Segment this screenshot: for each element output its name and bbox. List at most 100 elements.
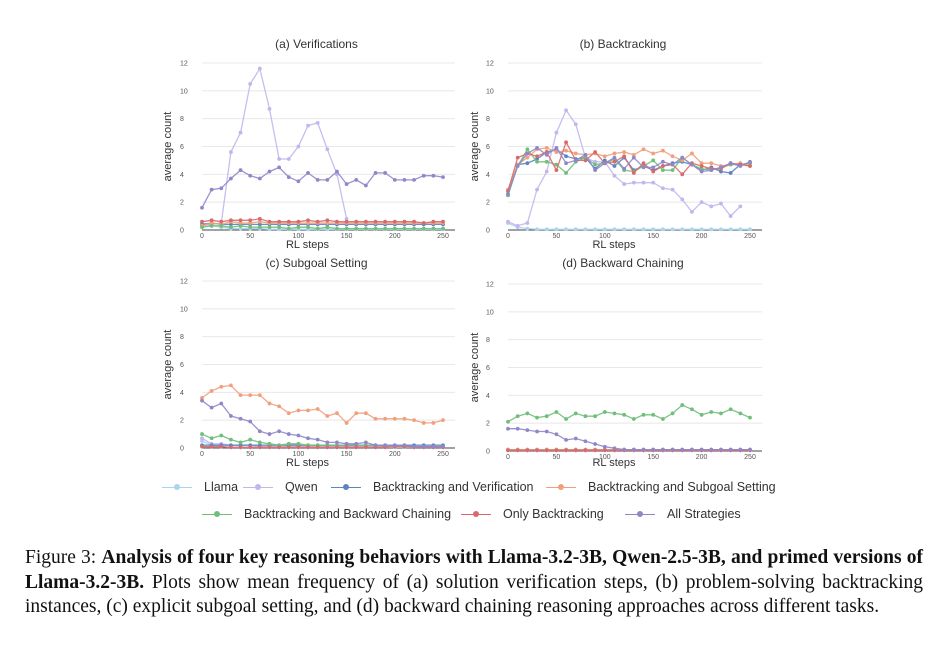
panel-2-data-point-all-strategies: [670, 162, 675, 167]
panel-2-ytick-label: 2: [486, 200, 490, 207]
figure-caption: Figure 3: Analysis of four key reasoning…: [25, 546, 923, 620]
caption-bold-text: Analysis of four key reasoning behaviors…: [25, 547, 923, 593]
panel-4-ytick-label: 6: [486, 365, 490, 372]
panel-2-data-point-only-backtracking: [554, 168, 559, 173]
panel-1-data-point-all-strategies: [373, 171, 378, 175]
panel-1-data-point-backtracking-and-backward-chaining: [383, 226, 388, 231]
panel-1-data-point-all-strategies: [392, 178, 397, 182]
panel-1-data-point-all-strategies: [325, 178, 330, 182]
panel-4-xtick-label: 50: [553, 454, 561, 461]
panel-2-series-line-backtracking-and-verification: [507, 148, 751, 196]
panel-2-data-point-all-strategies: [699, 169, 704, 174]
panel-3-data-point-backtracking-and-backward-chaining: [200, 432, 204, 436]
panel-2-data-point-all-strategies: [622, 166, 627, 171]
panel-2-data-point-all-strategies: [544, 152, 549, 157]
panel-2-data-point-all-strategies: [515, 164, 520, 168]
panel-1-data-point-only-backtracking: [277, 219, 282, 224]
panel-2-data-point-qwen: [651, 180, 656, 185]
panel-1-data-point-only-backtracking: [229, 218, 233, 223]
panel-1-data-point-qwen: [229, 150, 233, 154]
panel-3-data-point-all-strategies: [373, 443, 378, 448]
panel-4-data-point-backtracking-and-backward-chaining: [719, 411, 723, 416]
panel-4-data-point-all-strategies: [612, 446, 617, 451]
panel-2-data-point-qwen: [728, 214, 733, 218]
panel-1-data-point-all-strategies: [344, 182, 349, 186]
panel-1-data-point-qwen: [277, 157, 282, 161]
panel-4-data-point-backtracking-and-backward-chaining: [748, 415, 752, 420]
panel-4-data-point-only-backtracking: [573, 448, 578, 453]
panel-3-data-point-backtracking-and-subgoal-setting: [238, 393, 243, 398]
legend-item-only-backtracking: Only Backtracking: [461, 507, 604, 521]
panel-3-data-point-only-backtracking: [286, 445, 291, 450]
panel-1-data-point-all-strategies: [277, 165, 282, 170]
panel-2-data-point-backtracking-and-subgoal-setting: [564, 148, 568, 153]
panel-4-xtick-label: 200: [696, 454, 708, 461]
panel-1-data-point-backtracking-and-backward-chaining: [315, 226, 320, 231]
panel-4-data-point-only-backtracking: [602, 448, 607, 453]
panel-4-data-point-only-backtracking: [515, 448, 520, 453]
panel-1-data-point-backtracking-and-subgoal-setting: [257, 219, 262, 224]
panel-2-ytick-label: 4: [486, 172, 490, 179]
panel-3-data-point-all-strategies: [219, 401, 224, 406]
panel-1-data-point-llama: [238, 226, 243, 231]
legend-item-backtracking-subgoal: Backtracking and Subgoal Setting: [546, 480, 776, 494]
panel-3-data-point-backtracking-and-subgoal-setting: [200, 396, 204, 400]
panel-2-data-point-backtracking-and-subgoal-setting: [554, 150, 559, 154]
panel-4-data-point-all-strategies: [554, 432, 559, 437]
legend-swatch-llama: [162, 481, 192, 493]
panel-2-data-point-llama: [680, 227, 685, 232]
panel-4-data-point-backtracking-and-backward-chaining: [738, 411, 743, 416]
panel-3-data-point-backtracking-and-subgoal-setting: [315, 407, 320, 411]
panel-3-data-point-all-strategies: [335, 440, 339, 445]
panel-2-data-point-only-backtracking: [622, 154, 627, 159]
panel-2-data-point-qwen: [641, 180, 646, 185]
panel-3-title: (c) Subgoal Setting: [265, 256, 367, 270]
panel-3-data-point-only-backtracking: [344, 445, 349, 450]
panel-1-data-point-all-strategies: [421, 173, 426, 178]
panel-3-series-line-all-strategies: [201, 400, 443, 448]
panel-1-data-point-only-backtracking: [344, 219, 349, 224]
legend-item-qwen: Qwen: [243, 480, 318, 494]
panel-2-data-point-qwen: [564, 108, 568, 113]
panel-2-data-point-backtracking-and-verification: [612, 164, 617, 168]
panel-1-data-point-only-backtracking: [325, 218, 330, 223]
panel-2-data-point-backtracking-and-subgoal-setting: [641, 147, 646, 152]
panel-2-data-point-backtracking-and-subgoal-setting: [660, 148, 665, 153]
panel-3-data-point-all-strategies: [441, 444, 445, 449]
panel-2-data-point-qwen: [622, 182, 627, 186]
panel-1-xtick-label: 150: [341, 233, 353, 240]
panel-2-data-point-qwen: [709, 204, 714, 209]
panel-2-data-point-qwen: [680, 197, 685, 202]
panel-2-data-point-qwen: [515, 223, 520, 228]
panel-1-data-point-qwen: [248, 81, 253, 86]
panel-4-data-point-only-backtracking: [506, 448, 510, 453]
panel-1-data-point-all-strategies: [306, 171, 310, 175]
panel-3-data-point-backtracking-and-backward-chaining: [238, 440, 243, 445]
panel-3-x-axis-label: RL steps: [286, 457, 330, 469]
panel-3-data-point-backtracking-and-subgoal-setting: [248, 393, 253, 398]
panel-2-data-point-backtracking-and-backward-chaining: [593, 162, 598, 167]
panel-2-data-point-llama: [573, 227, 578, 232]
panel-2-data-point-all-strategies: [602, 161, 607, 166]
panel-3-data-point-backtracking-and-backward-chaining: [248, 437, 253, 442]
panel-2-data-point-only-backtracking: [748, 164, 752, 168]
panel-2-data-point-llama: [554, 227, 559, 232]
panel-2-xtick-label: 150: [647, 233, 659, 240]
panel-4-data-point-all-strategies: [622, 447, 627, 452]
panel-4-data-point-backtracking-and-backward-chaining: [564, 417, 568, 421]
panel-2-data-point-only-backtracking: [699, 164, 704, 168]
panel-1-data-point-backtracking-and-backward-chaining: [335, 226, 339, 231]
panel-1-ytick-label: 12: [180, 61, 188, 68]
panel-1-data-point-backtracking-and-subgoal-setting: [209, 221, 214, 225]
panel-3-data-point-only-backtracking: [277, 445, 282, 450]
panel-1-data-point-only-backtracking: [363, 219, 368, 224]
panel-2-data-point-llama: [641, 227, 646, 232]
panel-2-data-point-llama: [709, 227, 714, 232]
panel-2-data-point-llama: [660, 227, 665, 232]
panel-1-ytick-label: 10: [180, 88, 188, 95]
panel-3-data-point-only-backtracking: [363, 445, 368, 450]
panel-3-ytick-label: 4: [180, 390, 184, 397]
panel-3-data-point-all-strategies: [257, 429, 262, 434]
panel-4-ytick-label: 2: [486, 421, 490, 428]
panel-2-data-point-backtracking-and-subgoal-setting: [573, 151, 578, 156]
